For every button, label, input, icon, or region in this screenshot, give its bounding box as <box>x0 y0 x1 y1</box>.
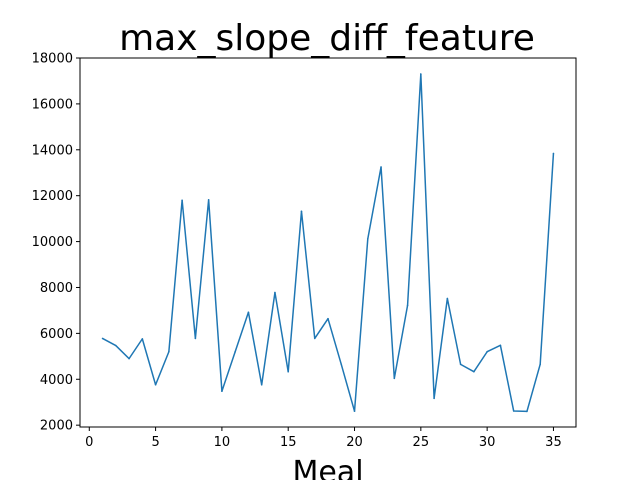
x-tick-label: 30 <box>479 435 496 450</box>
data-point <box>340 363 343 366</box>
x-tick-label: 15 <box>280 435 297 450</box>
data-point <box>327 317 329 320</box>
data-point <box>486 350 488 353</box>
data-point <box>353 410 356 412</box>
data-point <box>260 383 263 386</box>
y-tick-label: 2000 <box>40 419 73 434</box>
data-point <box>287 370 290 373</box>
series-line-0 <box>102 73 555 413</box>
data-point <box>420 73 422 75</box>
y-tick-label: 8000 <box>40 281 73 296</box>
y-tick-label: 14000 <box>32 143 73 158</box>
x-tick-label: 25 <box>413 435 430 450</box>
y-tick-label: 18000 <box>32 52 73 67</box>
plot-area-frame <box>79 57 577 428</box>
data-point <box>154 383 157 386</box>
data-point <box>128 357 130 360</box>
data-point <box>221 390 223 393</box>
y-tick-label: 6000 <box>40 327 73 342</box>
data-point <box>168 350 170 353</box>
data-point <box>366 238 369 240</box>
data-point <box>393 377 396 380</box>
data-point <box>181 199 183 202</box>
data-point <box>274 291 276 294</box>
data-point <box>499 344 502 347</box>
data-point <box>313 337 316 340</box>
x-tick-label: 10 <box>214 435 231 450</box>
series-layer <box>101 73 555 413</box>
x-axis-label: Meal <box>292 455 363 480</box>
x-tick-label: 20 <box>346 435 363 450</box>
x-tick-label: 35 <box>545 435 562 450</box>
data-point <box>247 311 250 314</box>
data-point <box>115 344 117 347</box>
data-point <box>141 338 144 340</box>
data-point <box>380 166 382 168</box>
x-axis-ticks: 0 5 10 15 20 25 30 35 <box>85 427 562 450</box>
y-tick-label: 4000 <box>40 373 73 388</box>
x-tick-label: 5 <box>151 435 159 450</box>
chart-title: max_slope_diff_feature <box>119 18 535 59</box>
data-point <box>406 304 409 307</box>
data-point <box>552 152 555 155</box>
data-point <box>539 363 541 366</box>
data-point <box>207 199 210 201</box>
y-axis-ticks: 2000 4000 6000 8000 10000 12000 14000 16000 1800… <box>32 52 80 434</box>
y-tick-label: 10000 <box>32 235 73 250</box>
y-tick-label: 12000 <box>32 189 73 204</box>
x-tick-label: 0 <box>85 435 93 450</box>
y-tick-label: 16000 <box>32 97 73 112</box>
data-point <box>446 297 449 300</box>
data-point <box>473 370 475 373</box>
data-point <box>512 410 515 412</box>
data-point <box>459 363 462 366</box>
data-point <box>234 350 236 353</box>
data-point <box>433 397 435 400</box>
data-point <box>300 210 303 213</box>
data-point <box>194 337 197 340</box>
data-point <box>526 410 528 413</box>
data-point <box>101 337 104 340</box>
